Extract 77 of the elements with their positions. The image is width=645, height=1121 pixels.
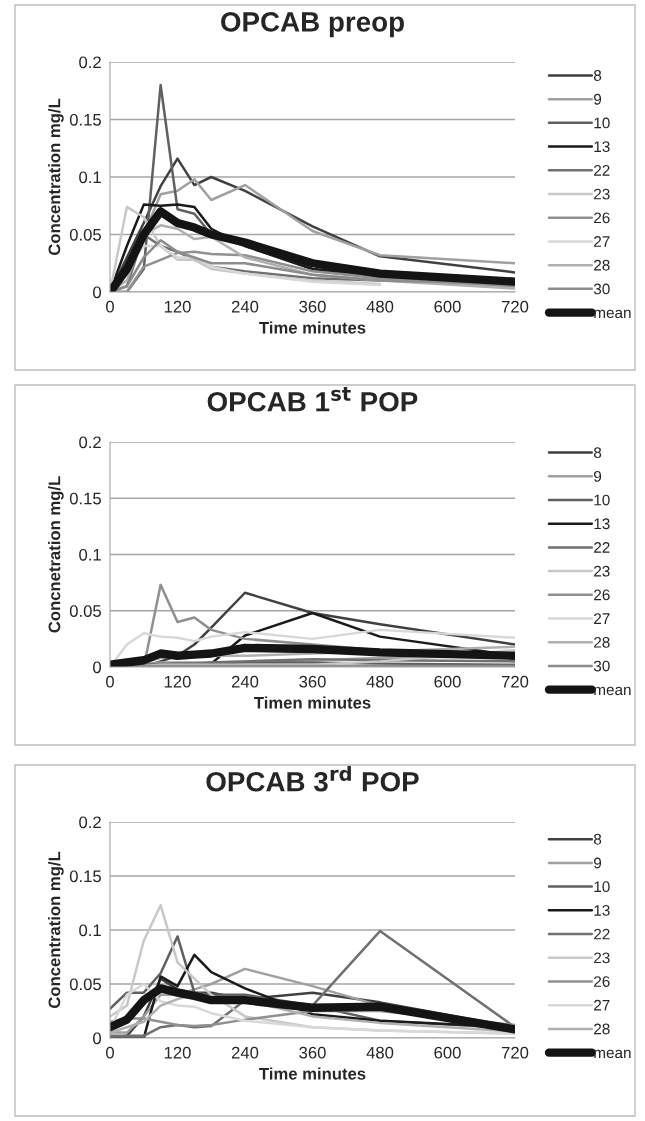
- legend-label: 13: [594, 518, 610, 530]
- y-axis-title: Concentration mg/L: [48, 851, 64, 1009]
- y-tick-label: 0.2: [79, 816, 101, 829]
- y-axis-title: Concentration mg/L: [48, 98, 64, 256]
- y-tick-label: 0: [93, 286, 102, 299]
- legend-label: 30: [593, 283, 610, 295]
- legend-label: 23: [594, 952, 610, 964]
- y-tick-label: 0.1: [79, 548, 101, 561]
- legend-label: 26: [594, 976, 610, 987]
- y-tick-label: 0.1: [79, 924, 101, 937]
- x-tick-label: 360: [299, 675, 326, 688]
- x-axis-title: Time minutes: [259, 1067, 366, 1080]
- x-tick-label: 480: [366, 1046, 394, 1059]
- y-tick-label: 0: [93, 661, 102, 674]
- x-tick-label: 600: [434, 1046, 461, 1059]
- y-tick-label: 0.05: [69, 228, 101, 241]
- legend-label: 27: [594, 613, 610, 624]
- x-tick-label: 120: [164, 300, 191, 313]
- legend-label: mean: [594, 309, 631, 319]
- legend-label: 23: [594, 565, 610, 577]
- x-axis-title: Timen minutes: [254, 696, 371, 709]
- y-tick-label: 0.05: [69, 605, 101, 617]
- x-tick-label: 720: [501, 300, 529, 313]
- x-tick-label: 480: [366, 675, 394, 688]
- y-tick-label: 0.15: [69, 870, 101, 883]
- legend-label: 27: [594, 236, 610, 247]
- legend-label: 9: [594, 470, 602, 482]
- legend-label: 8: [593, 70, 602, 81]
- x-tick-label: 360: [299, 300, 326, 313]
- x-tick-label: 600: [434, 675, 461, 688]
- x-tick-label: 720: [501, 1046, 529, 1059]
- legend-label: 28: [594, 259, 610, 271]
- y-tick-label: 0.2: [79, 436, 101, 449]
- y-tick-label: 0.15: [69, 113, 101, 126]
- y-tick-label: 0.1: [79, 171, 101, 184]
- y-tick-label: 0.05: [69, 978, 101, 991]
- legend-label: 10: [594, 494, 610, 506]
- legend-label: 8: [593, 447, 602, 459]
- legend-label: 23: [594, 188, 610, 200]
- legend-label: mean: [594, 1049, 631, 1059]
- legend-label: 9: [594, 93, 602, 105]
- y-tick-label: 0.15: [69, 492, 101, 505]
- legend-label: 27: [594, 999, 610, 1011]
- legend-label: 13: [594, 141, 610, 153]
- x-tick-label: 120: [164, 675, 191, 688]
- y-axis-title: Concnetration mg/L: [48, 476, 64, 633]
- legend-label: 26: [594, 589, 610, 601]
- chart-title: OPCAB 3$^{rd}$ POP: [206, 765, 419, 792]
- legend-label: 22: [594, 928, 610, 940]
- chart-title: OPCAB 1$^{st}$ POP: [207, 387, 418, 412]
- legend-label: 28: [594, 636, 610, 648]
- legend-label: 8: [593, 833, 602, 845]
- x-tick-label: 720: [501, 675, 529, 688]
- x-axis-title: Time minutes: [259, 321, 366, 334]
- x-tick-label: 240: [231, 300, 259, 313]
- legend-label: 10: [594, 117, 610, 129]
- legend-label: 30: [593, 660, 610, 672]
- legend-label: 10: [594, 881, 610, 893]
- x-tick-label: 0: [106, 1046, 114, 1059]
- legend-label: mean: [594, 686, 631, 696]
- x-tick-label: 480: [366, 300, 394, 313]
- x-tick-label: 0: [106, 675, 114, 688]
- x-tick-label: 0: [106, 300, 114, 313]
- x-tick-label: 240: [231, 1046, 259, 1059]
- legend-label: 26: [594, 212, 610, 224]
- y-tick-label: 0.2: [79, 56, 101, 69]
- legend-label: 13: [594, 904, 610, 916]
- x-tick-label: 600: [434, 300, 461, 313]
- y-tick-label: 0: [93, 1032, 102, 1045]
- x-tick-label: 120: [164, 1046, 191, 1059]
- legend-label: 22: [594, 542, 610, 553]
- legend-label: 22: [594, 164, 610, 176]
- chart-title: OPCAB preop: [221, 12, 404, 38]
- legend-label: 28: [594, 1023, 610, 1035]
- x-tick-label: 240: [231, 675, 259, 688]
- legend-label: 9: [594, 857, 602, 869]
- x-tick-label: 360: [299, 1046, 326, 1059]
